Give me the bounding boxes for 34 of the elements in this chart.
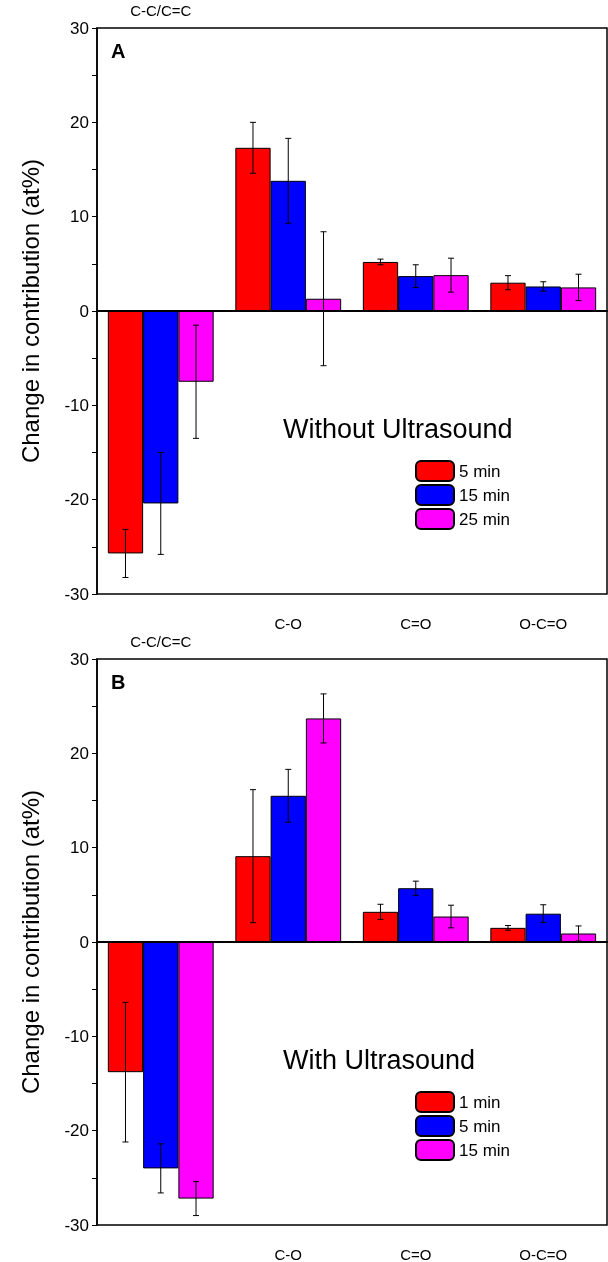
y-tick-label: -20 [64, 490, 89, 510]
legend-label: 5 min [459, 1116, 501, 1136]
y-tick-label: 10 [70, 838, 89, 858]
y-tick-label: 30 [70, 649, 89, 669]
text: A [111, 40, 126, 62]
x-tick-label: O-C=O [519, 1246, 568, 1262]
x-tick-label: C=O [400, 615, 432, 632]
legend-label: 1 min [459, 1092, 501, 1112]
y-tick-label: -10 [64, 1026, 89, 1046]
x-tick-label: O-C=O [519, 615, 568, 632]
y-tick-label: 10 [70, 207, 89, 227]
x-tick-label: C-C/C=C [130, 2, 192, 19]
y-tick-label: -20 [64, 1121, 89, 1141]
legend-title: With Ultrasound [283, 1044, 476, 1075]
x-tick-label: C-C/C=C [130, 633, 192, 650]
y-tick-label: -10 [64, 395, 89, 415]
x-tick-label: C=O [400, 1246, 432, 1262]
legend-label: 25 min [459, 509, 511, 529]
y-tick-label: 30 [70, 18, 89, 38]
y-tick-label: -30 [64, 584, 89, 604]
y-tick-label: -30 [64, 1215, 89, 1235]
y-tick-label: 0 [79, 932, 89, 952]
legend-title: Without Ultrasound [283, 413, 513, 444]
legend-label: 15 min [459, 1140, 511, 1160]
y-axis-title: Change in contribution (at%) [16, 158, 44, 464]
text: B [111, 671, 126, 693]
legend-label: 5 min [459, 461, 501, 481]
y-axis-title: Change in contribution (at%) [16, 789, 44, 1095]
y-tick-label: 20 [70, 112, 89, 132]
y-tick-label: 20 [70, 743, 89, 763]
legend-label: 15 min [459, 485, 511, 505]
x-tick-label: C-O [274, 1246, 302, 1262]
y-tick-label: 0 [79, 301, 89, 321]
x-tick-label: C-O [274, 615, 302, 632]
